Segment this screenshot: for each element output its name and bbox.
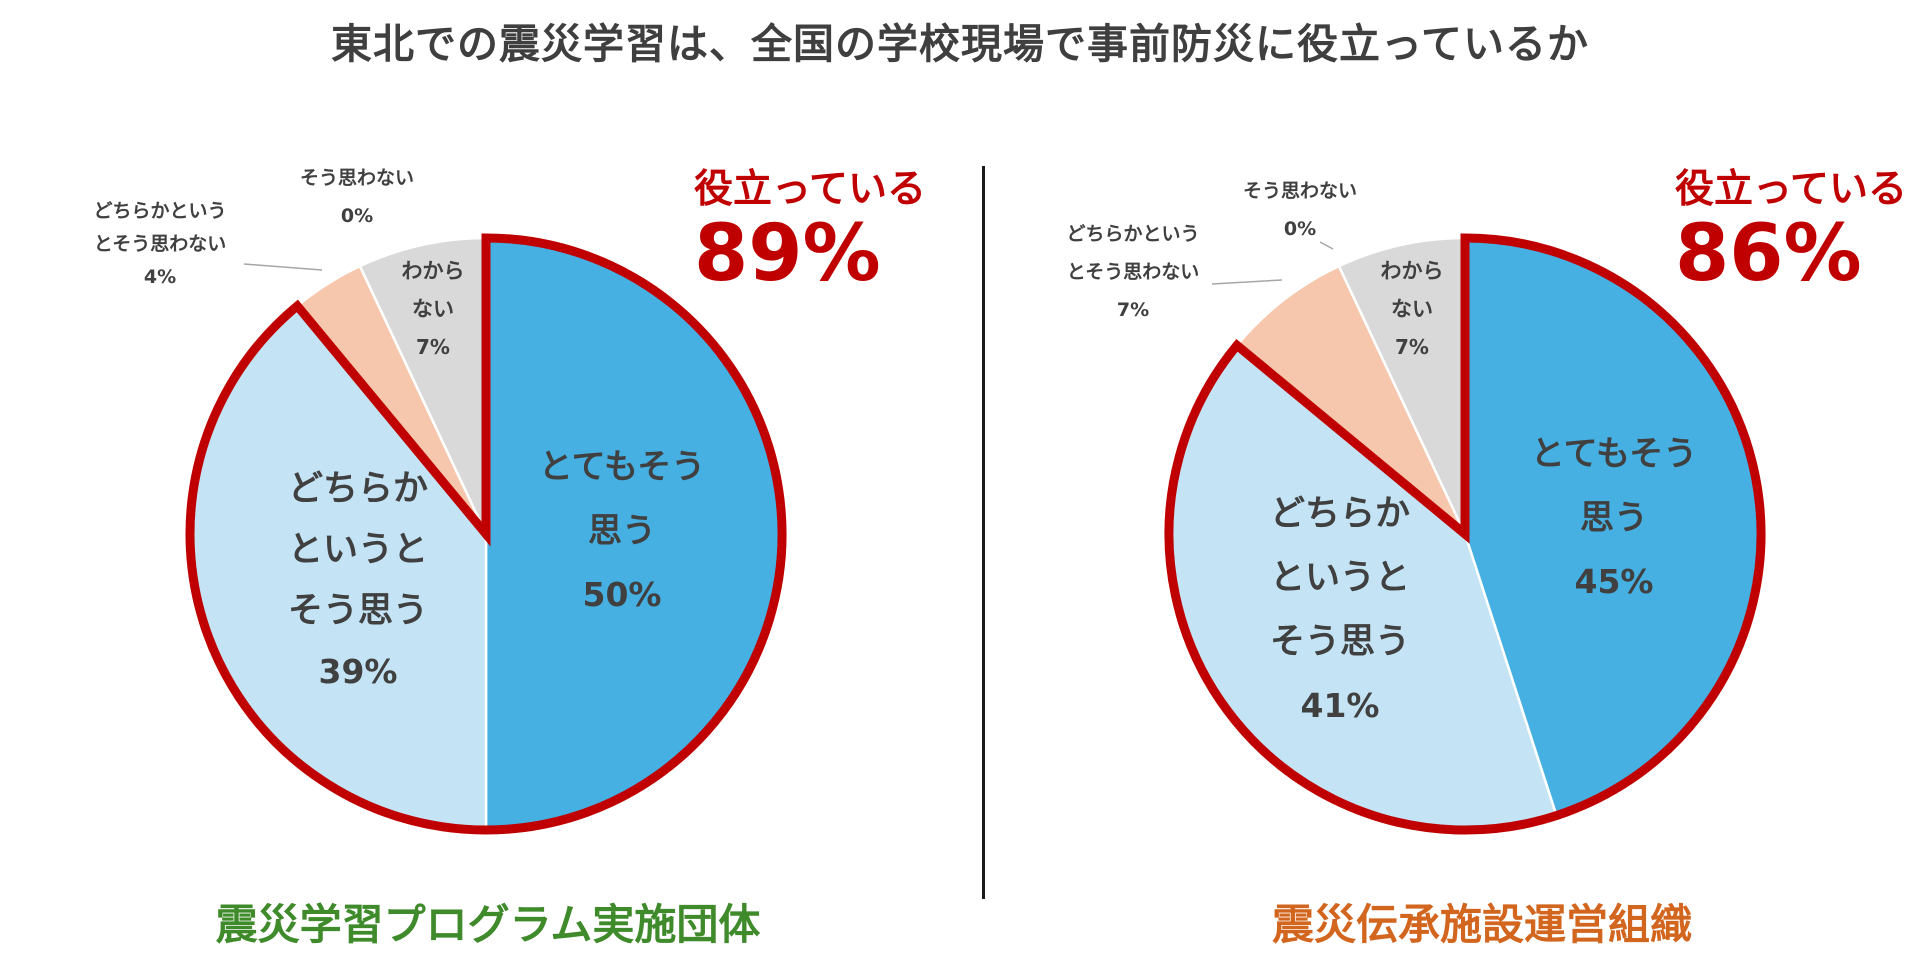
pie-label-left-somewhat-agree: どちらかというとそう思う 39% — [288, 469, 428, 691]
callout-left-value: 89% — [694, 209, 881, 299]
pie-label-right-somewhat-agree: どちらかというとそう思う 41% — [1270, 494, 1410, 725]
divider-line — [982, 166, 985, 899]
pie-label-left-very-much: とてもそう思う 50% — [539, 447, 706, 614]
leader-line-right-somewhat-disagree — [1211, 279, 1283, 285]
pie-label-right-disagree: そう思わない 0% — [1243, 180, 1357, 240]
pie-label-right-very-much: とてもそう思う 45% — [1531, 434, 1698, 601]
footer-left-title: 震災学習プログラム実施団体 — [215, 900, 761, 949]
pie-label-left-somewhat-disagree: どちらかというとそう思わない 4% — [93, 200, 226, 288]
chart-title: 東北での震災学習は、全国の学校現場で事前防災に役立っているか — [331, 20, 1589, 68]
pie-label-left-disagree: そう思わない 0% — [300, 167, 414, 227]
pie-label-right-somewhat-disagree: どちらかというとそう思わない 7% — [1066, 223, 1199, 321]
callout-left-label: 役立っている — [694, 167, 927, 212]
footer-right-title: 震災伝承施設運営組織 — [1271, 900, 1692, 949]
pie-label-right-dont-know: わからない 7% — [1381, 259, 1444, 359]
pie-label-left-dont-know: わからない 7% — [402, 259, 465, 359]
leader-line-left-somewhat-disagree — [243, 263, 323, 271]
leader-line-right-disagree — [1319, 241, 1334, 250]
highlight-outline-right — [1164, 233, 1766, 835]
callout-right: 役立っている 86% — [1675, 167, 1908, 299]
callout-right-value: 86% — [1675, 209, 1862, 299]
callout-left: 役立っている 89% — [694, 167, 927, 299]
callout-right-label: 役立っている — [1675, 167, 1908, 212]
highlight-outline-left — [185, 233, 787, 835]
